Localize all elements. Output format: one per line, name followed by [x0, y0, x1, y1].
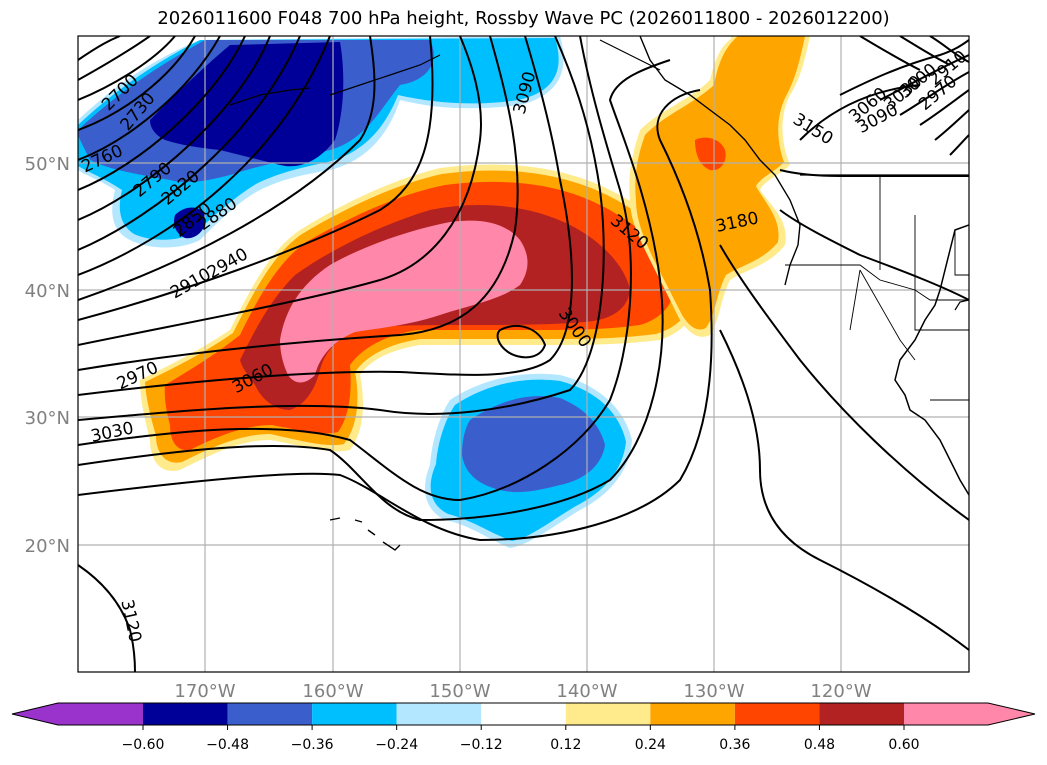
lon-label-150w: 150°W — [429, 681, 490, 702]
longitude-labels: 170°W 160°W 150°W 140°W 130°W 120°W — [174, 681, 871, 702]
colorbar-segment — [143, 703, 228, 725]
colorbar-tick-label: −0.12 — [460, 737, 503, 753]
lon-label-170w: 170°W — [174, 681, 235, 702]
colorbar-segment — [312, 703, 397, 725]
colorbar-left-extension — [12, 703, 58, 725]
lon-label-140w: 140°W — [556, 681, 617, 702]
colorbar-segment — [481, 703, 566, 725]
colorbar-tick-label: 0.60 — [888, 737, 919, 753]
colorbar-right-extension — [988, 703, 1035, 725]
colorbar-tick-label: −0.24 — [375, 737, 418, 753]
colorbar-tick-label: −0.48 — [206, 737, 249, 753]
colorbar-segment — [734, 703, 820, 725]
colorbar-segment — [58, 703, 143, 725]
colorbar-segments — [58, 703, 988, 725]
colorbar-segment — [904, 703, 988, 725]
map-title: 2026011600 F048 700 hPa height, Rossby W… — [157, 8, 890, 29]
colorbar-tick-label: −0.36 — [291, 737, 334, 753]
lat-label-40n: 40°N — [25, 281, 70, 302]
lon-label-120w: 120°W — [810, 681, 871, 702]
colorbar-segment — [819, 703, 904, 725]
colorbar-segment — [396, 703, 482, 725]
colorbar-tick-label: 0.24 — [635, 737, 666, 753]
positive-anomaly-northeast — [629, 36, 810, 337]
lon-label-160w: 160°W — [302, 681, 363, 702]
colorbar-outline — [11, 702, 1036, 726]
latitude-labels: 50°N 40°N 30°N 20°N — [25, 154, 70, 557]
colorbar-tick-labels: −0.60 −0.48 −0.36 −0.24 −0.12 0.12 0.24 0.36 0.4… — [122, 737, 920, 753]
colorbar-tick-label: 0.12 — [550, 737, 581, 753]
lat-label-50n: 50°N — [25, 154, 70, 175]
colorbar-tick-label: 0.36 — [719, 737, 750, 753]
colorbar-segment — [227, 703, 313, 725]
colorbar: −0.60 −0.48 −0.36 −0.24 −0.12 0.12 0.24 0.36 0.4… — [11, 702, 1036, 753]
map-plot-area: 2700 2730 2760 2790 2820 2850 2880 2910 … — [78, 36, 969, 672]
colorbar-tick-label: 0.48 — [804, 737, 835, 753]
graticule — [78, 36, 969, 672]
lon-label-130w: 130°W — [683, 681, 744, 702]
plot-frame — [77, 35, 970, 673]
height-contours — [78, 36, 969, 672]
colorbar-tick-label: −0.60 — [122, 737, 165, 753]
lat-label-20n: 20°N — [25, 536, 70, 557]
colorbar-segment — [650, 703, 735, 725]
colorbar-ticks — [142, 725, 905, 730]
lat-label-30n: 30°N — [25, 408, 70, 429]
colorbar-segment — [565, 703, 651, 725]
positive-anomaly-central — [140, 164, 701, 471]
